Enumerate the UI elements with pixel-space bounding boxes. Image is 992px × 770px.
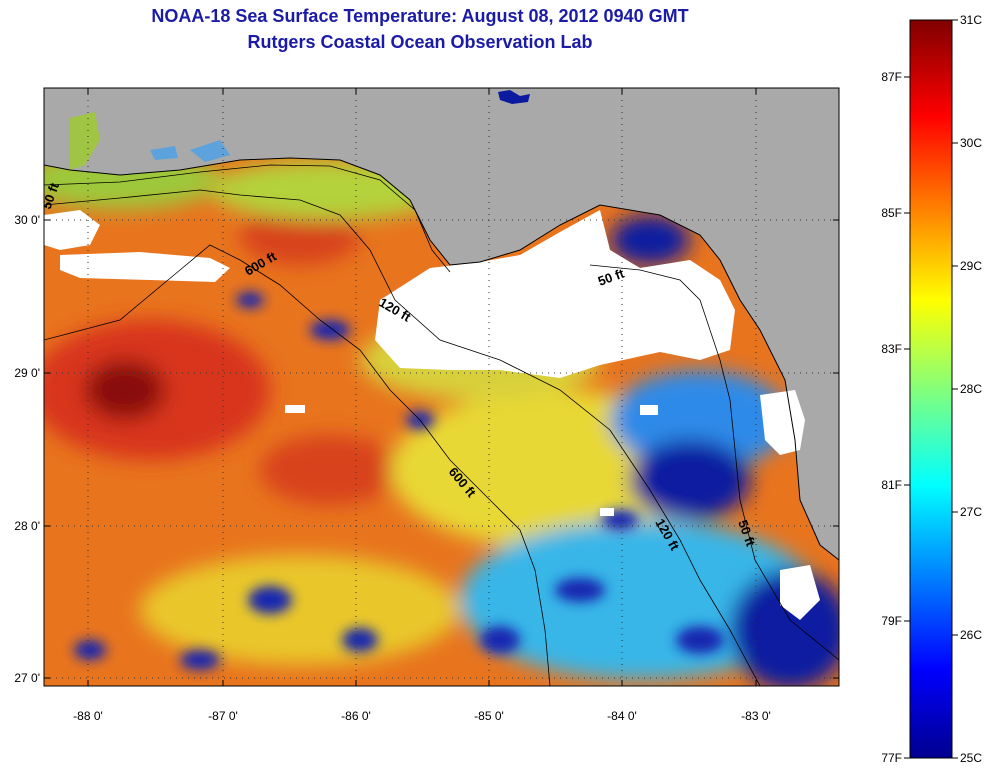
lon-tick-label: -85 0' xyxy=(474,709,504,723)
title-line-1: NOAA-18 Sea Surface Temperature: August … xyxy=(151,6,689,26)
southern-yellow xyxy=(140,555,460,665)
cloud-fleck-2 xyxy=(600,508,614,516)
contour-120ft xyxy=(44,189,761,686)
inland-lake xyxy=(498,90,530,104)
lon-tick-label: -86 0' xyxy=(341,709,371,723)
bay-inlets xyxy=(150,140,230,162)
colorbar-c-label: 25C xyxy=(960,751,982,765)
colorbar-c-label: 31C xyxy=(960,13,982,27)
cold-speckles xyxy=(74,292,724,670)
colorbar-gradient xyxy=(909,19,953,759)
colorbar-f-label: 83F xyxy=(881,342,902,356)
land-mass xyxy=(44,88,839,560)
lon-tick-label: -84 0' xyxy=(607,709,637,723)
cloud-west-band xyxy=(60,252,230,282)
lat-tick-label: 27 0' xyxy=(14,671,40,685)
colorbar-c-label: 30C xyxy=(960,136,982,150)
hot-spot xyxy=(85,360,165,420)
cold-patch-apalachee xyxy=(610,215,690,265)
shelf-cyan xyxy=(460,520,820,680)
colorbar-f-label: 81F xyxy=(881,478,902,492)
colorbar-f-label: 85F xyxy=(881,206,902,220)
cloud-east-coast xyxy=(760,390,805,455)
lon-tick-label: -87 0' xyxy=(208,709,238,723)
cloud-fleck-3 xyxy=(285,405,305,413)
title-line-2: Rutgers Coastal Ocean Observation Lab xyxy=(247,32,593,52)
colorbar-f-label: 79F xyxy=(881,614,902,628)
contour-600ft xyxy=(44,244,551,686)
big-bend-blue xyxy=(610,370,790,470)
graticule xyxy=(44,88,839,686)
lon-tick-label: -88 0' xyxy=(73,709,103,723)
lon-tick-label: -83 0' xyxy=(741,709,771,723)
cloud-mask xyxy=(44,210,820,620)
colorbar-ticks xyxy=(904,19,958,759)
colorbar-c-label: 26C xyxy=(960,628,982,642)
warm-patch-central xyxy=(260,435,400,505)
colorbar-f-label: 77F xyxy=(881,751,902,765)
cloud-big-bend xyxy=(375,210,735,378)
cold-patch-east xyxy=(630,440,750,520)
lat-tick-label: 28 0' xyxy=(14,519,40,533)
colorbar: 31C 30C 29C 28C 27C 26C 25C 87F 85F 83F … xyxy=(881,13,982,765)
cloud-fleck-1 xyxy=(640,405,658,415)
colorbar-f-label: 87F xyxy=(881,70,902,84)
colorbar-c-label: 29C xyxy=(960,259,982,273)
colorbar-c-label: 27C xyxy=(960,505,982,519)
cloud-southeast xyxy=(780,565,820,620)
coastal-bays xyxy=(70,112,100,170)
coastline xyxy=(44,157,839,561)
axis-ticks xyxy=(44,88,839,686)
colorbar-c-label: 28C xyxy=(960,382,982,396)
lat-tick-label: 30 0' xyxy=(14,213,40,227)
sst-map: 600 ft 120 ft 50 ft 600 ft 120 ft 50 ft … xyxy=(44,88,839,686)
map-frame xyxy=(43,87,840,687)
contour-50ft xyxy=(44,164,839,661)
lat-tick-label: 29 0' xyxy=(14,366,40,380)
